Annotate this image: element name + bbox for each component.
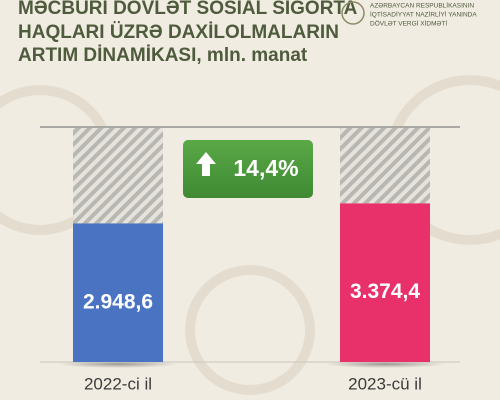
- x-tick-label: 2023-cü il: [348, 374, 422, 393]
- logo-text: AZƏRBAYCAN RESPUBLİKASININ İQTİSADİYYAT …: [370, 1, 477, 28]
- logo-line: AZƏRBAYCAN RESPUBLİKASININ: [370, 1, 474, 10]
- logo-line: İQTİSADİYYAT NAZİRLİYİ YANINDA: [370, 10, 477, 19]
- logo-line: DÖVLƏT VERGİ XİDMƏTİ: [370, 19, 447, 28]
- title-line: MƏCBURİ DÖVLƏT SOSİAL SIGORTA: [18, 0, 358, 19]
- up-arrow: [196, 152, 216, 176]
- change-label: 14,4%: [233, 155, 298, 181]
- bar: [340, 203, 430, 362]
- value-label: 3.374,4: [350, 280, 420, 303]
- bar: [73, 223, 163, 362]
- title-line: HAQLARI ÜZRƏ DAXİLOLMALARIN: [18, 22, 339, 43]
- value-label: 2.948,6: [83, 290, 153, 313]
- title: MƏCBURİ DÖVLƏT SOSİAL SIGORTA HAQLARI ÜZ…: [18, 0, 358, 66]
- x-tick-label: 2022-ci il: [84, 374, 152, 393]
- logo-emblem: [341, 1, 365, 25]
- hatch-column: [340, 128, 430, 204]
- title-line: ARTIM DİNAMİKASI, mln. manat: [18, 45, 308, 66]
- change-badge: [183, 140, 313, 198]
- hatch-column: [73, 128, 163, 224]
